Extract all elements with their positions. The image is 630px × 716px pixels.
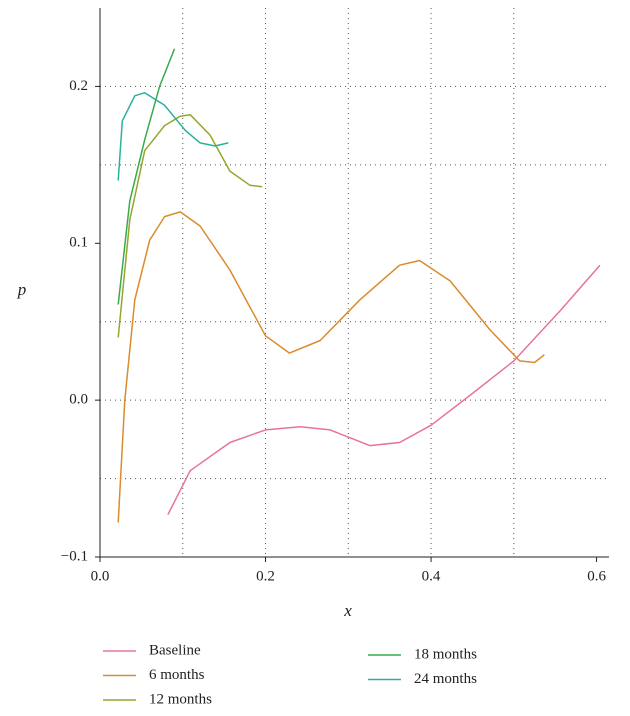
legend-label: 18 months	[414, 646, 477, 662]
x-tick-label: 0.2	[256, 568, 275, 584]
legend-label: Baseline	[149, 642, 201, 658]
series-line	[117, 91, 229, 181]
y-tick-label: 0.0	[69, 392, 88, 408]
legend-label: 12 months	[149, 691, 212, 707]
series-line	[117, 211, 545, 523]
x-tick-label: 0.6	[587, 568, 606, 584]
x-axis-label: x	[343, 601, 352, 620]
y-tick-label: 0.2	[69, 78, 88, 94]
series-line	[117, 113, 263, 338]
y-axis-label: p	[17, 280, 27, 299]
y-tick-label: −0.1	[61, 548, 88, 564]
legend-label: 24 months	[414, 671, 477, 687]
legend-label: 6 months	[149, 667, 205, 683]
x-tick-label: 0.0	[91, 568, 110, 584]
series-line	[167, 264, 601, 515]
x-tick-label: 0.4	[422, 568, 441, 584]
y-tick-label: 0.1	[69, 235, 88, 251]
series-line	[117, 48, 176, 305]
